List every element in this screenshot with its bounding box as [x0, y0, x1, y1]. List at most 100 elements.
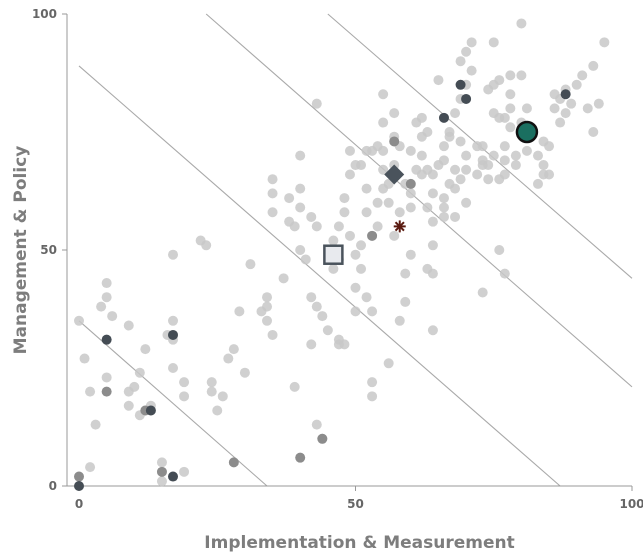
circle-dark-point-7	[455, 79, 466, 90]
circle-light-point-82	[356, 240, 367, 251]
circle-light-point-214	[438, 211, 449, 222]
circle-light-point-162	[488, 150, 499, 161]
circle-light-point-200	[571, 79, 582, 90]
circle-light-point-75	[339, 193, 350, 204]
circle-light-point-186	[532, 178, 543, 189]
circle-light-point-13	[123, 400, 134, 411]
reference-line-3	[205, 13, 633, 388]
circle-mid-point-7	[317, 433, 328, 444]
circle-light-point-105	[389, 230, 400, 241]
circle-light-point-141	[455, 136, 466, 147]
circle-light-point-143	[455, 56, 466, 67]
circle-light-point-156	[477, 287, 488, 298]
tick-labels: 0 50 100 0 50 100	[32, 7, 643, 511]
circle-light-point-38	[228, 344, 239, 355]
y-tick-label-50: 50	[40, 243, 57, 257]
circle-light-point-181	[516, 70, 527, 81]
circle-light-point-213	[427, 188, 438, 199]
reference-line-1	[78, 320, 268, 487]
circle-light-point-212	[416, 112, 427, 123]
circle-light-point-210	[394, 207, 405, 218]
circle-light-point-153	[477, 141, 488, 152]
circle-light-point-89	[367, 306, 378, 317]
circle-light-point-59	[300, 254, 311, 265]
circle-light-point-126	[427, 325, 438, 336]
circle-light-point-104	[389, 108, 400, 119]
circle-light-point-196	[555, 117, 566, 128]
circle-light-point-218	[344, 169, 355, 180]
circle-light-point-187	[532, 150, 543, 161]
circle-light-point-77	[344, 145, 355, 156]
circle-light-point-167	[494, 245, 505, 255]
circle-light-point-54	[289, 381, 300, 392]
reference-line-2	[78, 65, 561, 487]
circle-light-point-86	[361, 207, 372, 218]
circle-light-point-113	[405, 145, 416, 156]
circle-light-point-140	[455, 174, 466, 185]
circle-dark-point-2	[101, 334, 112, 345]
circle-dark-point-1	[74, 481, 84, 491]
circle-light-point-119	[422, 127, 433, 137]
circle-light-point-204	[588, 60, 599, 71]
circle-light-point-50	[278, 273, 289, 284]
circle-light-point-55	[295, 245, 306, 255]
diamond-point-1	[384, 164, 405, 185]
circle-light-point-173	[505, 122, 516, 133]
y-axis-title: Management & Policy	[11, 146, 31, 355]
circle-light-point-152	[472, 169, 483, 180]
circle-light-point-174	[505, 89, 516, 100]
circle-light-point-81	[350, 306, 361, 317]
circle-light-point-106	[394, 315, 405, 326]
circle-light-point-3	[85, 462, 96, 473]
circle-light-point-189	[538, 160, 549, 171]
circle-light-point-29	[179, 391, 190, 402]
circle-light-point-78	[344, 230, 355, 241]
circle-light-point-4	[85, 386, 96, 397]
circle-light-point-182	[521, 103, 532, 114]
circle-light-point-24	[168, 315, 179, 326]
circle-light-point-28	[179, 377, 190, 388]
circle-light-point-27	[168, 363, 179, 373]
circle-light-point-79	[350, 249, 361, 260]
circle-light-point-177	[510, 150, 521, 161]
circle-light-point-8	[101, 278, 112, 289]
circle-light-point-6	[96, 301, 107, 312]
circle-light-point-22	[156, 476, 167, 487]
circle-light-point-148	[461, 46, 472, 57]
circle-light-point-124	[427, 169, 438, 180]
circle-light-point-209	[361, 292, 372, 303]
circle-light-point-207	[339, 339, 350, 350]
circle-light-point-34	[206, 386, 217, 397]
circle-mid-point-2	[101, 386, 112, 397]
circle-light-point-131	[438, 155, 449, 166]
circle-light-point-99	[383, 197, 394, 208]
circle-light-point-193	[549, 103, 560, 114]
circle-light-point-14	[129, 381, 140, 392]
circle-light-point-123	[427, 240, 438, 251]
circle-light-point-70	[328, 263, 339, 274]
circle-light-point-37	[223, 353, 234, 364]
circle-light-point-172	[499, 112, 510, 123]
circle-light-point-68	[322, 325, 333, 336]
circle-light-point-9	[107, 311, 118, 322]
circle-mid-point-8	[367, 230, 378, 241]
circle-light-point-150	[466, 65, 477, 76]
x-tick-label-50: 50	[347, 497, 364, 511]
circle-light-point-129	[433, 75, 444, 86]
circle-light-point-46	[267, 329, 278, 340]
circle-light-point-40	[239, 367, 250, 378]
circle-light-point-94	[372, 197, 383, 208]
circle-light-point-76	[339, 207, 350, 218]
circle-light-point-58	[295, 150, 306, 161]
circle-mid-point-9	[389, 136, 400, 147]
circle-light-point-91	[367, 391, 378, 402]
circle-mid-point-5	[228, 457, 239, 468]
circle-mid-point-10	[405, 178, 416, 189]
circle-light-point-176	[505, 70, 516, 81]
circle-light-point-137	[450, 164, 461, 175]
circle-light-point-10	[101, 372, 112, 383]
circle-light-point-41	[245, 259, 256, 270]
circle-light-point-149	[466, 37, 477, 48]
circle-light-point-139	[450, 108, 461, 119]
